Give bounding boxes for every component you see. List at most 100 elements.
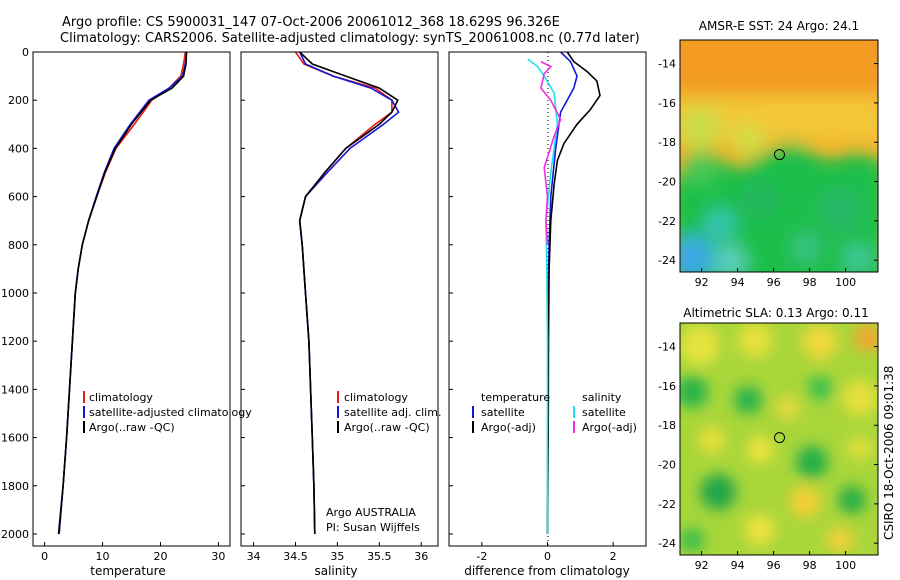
x-tick-label: 96	[767, 559, 781, 572]
series-line-satellite-adj-clim	[298, 51, 400, 535]
x-tick-label: 94	[731, 559, 745, 572]
salinity-ticks: 34 34.5 35 35.5 36	[241, 51, 428, 563]
series-line-temperature-argo-adj	[546, 51, 601, 535]
x-tick-label: 34	[247, 550, 261, 563]
difference-legend: temperature satellite Argo(-adj) salinit…	[472, 391, 637, 434]
y-tick-label: -16	[658, 380, 676, 393]
x-tick-label: 0	[41, 550, 48, 563]
salinity-panel: 34 34.5 35 35.5 36 salinity climatology sate…	[240, 51, 441, 578]
sla-map-title: Altimetric SLA: 0.13 Argo: 0.11	[683, 306, 868, 320]
x-tick-label: 2	[610, 550, 617, 563]
legend-label-sal-satellite: satellite	[582, 406, 626, 419]
temperature-legend: climatology satellite-adjusted climatolo…	[83, 391, 252, 434]
series-line-temperature-satellite	[546, 51, 578, 535]
salinity-axes-frame	[240, 51, 439, 547]
salinity-legend: climatology satellite adj. clim. Argo(..…	[337, 391, 441, 434]
x-tick-label: -2	[476, 550, 487, 563]
x-tick-label: 92	[695, 276, 709, 289]
y-tick-label: -18	[658, 419, 676, 432]
series-line-satellite-adjusted-climatology	[58, 51, 188, 535]
y-tick-label: -22	[658, 498, 676, 511]
y-tick-label: 600	[8, 191, 29, 204]
y-tick-label: -14	[658, 58, 676, 71]
x-tick-label: 36	[414, 550, 428, 563]
sst-map-frame	[679, 39, 879, 273]
y-tick-label: -24	[658, 537, 676, 550]
sst-map-panel: AMSR-E SST: 24 Argo: 24.1 92 94 96 98 100-	[658, 19, 879, 289]
y-tick-label: -20	[658, 176, 676, 189]
difference-xlabel: difference from climatology	[464, 564, 630, 578]
figure-title-line2: Climatology: CARS2006. Satellite-adjuste…	[60, 31, 640, 46]
x-tick-label: 10	[96, 550, 110, 563]
sla-map-ticks: 92 94 96 98 100 -14 -16 -18 -20 -22 -24	[658, 341, 878, 572]
y-tick-label: -18	[658, 136, 676, 149]
x-tick-label: 98	[803, 559, 817, 572]
temperature-series	[57, 51, 188, 535]
x-tick-label: 92	[695, 559, 709, 572]
y-tick-label: -20	[658, 459, 676, 472]
temperature-ticks: 0 10 20 30 0 200 400 600 800 1000 1200 1400 1600 1800…	[1, 46, 225, 563]
y-tick-label: -16	[658, 97, 676, 110]
salinity-series	[294, 51, 400, 535]
sst-map-title: AMSR-E SST: 24 Argo: 24.1	[699, 19, 859, 33]
difference-ticks: -2 0 2	[449, 51, 617, 563]
y-tick-label: 400	[8, 142, 29, 155]
credit-timestamp: CSIRO 18-Oct-2006 09:01:38	[882, 366, 896, 540]
x-tick-label: 100	[835, 276, 856, 289]
legend-label-argo: Argo(..raw -QC)	[89, 421, 175, 434]
figure-title-line1: Argo profile: CS 5900031_147 07-Oct-2006…	[62, 15, 560, 30]
legend-label-satellite-adj: satellite adj. clim.	[344, 406, 441, 419]
legend-heading-temperature: temperature	[481, 391, 550, 404]
sla-argo-location-marker	[774, 432, 785, 444]
x-tick-label: 0	[544, 550, 551, 563]
y-tick-label: -22	[658, 215, 676, 228]
difference-panel: -2 0 2 difference from climatology tempera…	[448, 51, 647, 578]
sst-argo-location-marker	[774, 149, 785, 161]
temperature-panel: 0 10 20 30 0 200 400 600 800 1000 1200 1400 1600 1800…	[1, 46, 252, 578]
legend-label-climatology: climatology	[89, 391, 153, 404]
x-tick-label: 30	[211, 550, 225, 563]
series-line-climatology	[294, 51, 393, 535]
sst-heatmap	[680, 40, 878, 272]
y-tick-label: 200	[8, 94, 29, 107]
y-tick-label: 0	[22, 46, 29, 59]
sla-heatmap	[680, 323, 878, 555]
sst-map-ticks: 92 94 96 98 100 -14 -16 -18 -20 -22 -24	[658, 58, 878, 289]
legend-label-argo: Argo(..raw -QC)	[344, 421, 430, 434]
temperature-axes-frame	[32, 51, 231, 547]
y-tick-label: 800	[8, 239, 29, 252]
series-line-salinity-argo-adj	[540, 60, 562, 245]
y-tick-label: -24	[658, 254, 676, 267]
legend-label-temp-argo: Argo(-adj)	[481, 421, 536, 434]
annotation-argo-australia: Argo AUSTRALIA	[326, 506, 416, 519]
series-line-salinity-satellite	[527, 58, 559, 534]
legend-label-satellite-adjusted: satellite-adjusted climatology	[89, 406, 252, 419]
x-tick-label: 98	[803, 276, 817, 289]
annotation-pi-name: PI: Susan Wijffels	[326, 521, 420, 534]
x-tick-label: 20	[153, 550, 167, 563]
salinity-xlabel: salinity	[314, 564, 357, 578]
sla-map-frame	[679, 322, 879, 556]
y-tick-label: 1200	[1, 335, 29, 348]
temperature-xlabel: temperature	[90, 564, 165, 578]
series-line-argo-raw-qc	[298, 51, 399, 535]
series-line-climatology	[58, 51, 187, 535]
x-tick-label: 96	[767, 276, 781, 289]
x-tick-label: 100	[835, 559, 856, 572]
y-tick-label: 1600	[1, 432, 29, 445]
series-line-argo-raw-qc	[57, 51, 188, 535]
y-tick-label: 1800	[1, 480, 29, 493]
legend-label-sal-argo: Argo(-adj)	[582, 421, 637, 434]
y-tick-label: 1400	[1, 383, 29, 396]
y-tick-label: 1000	[1, 287, 29, 300]
sla-map-panel: Altimetric SLA: 0.13 Argo: 0.11	[658, 306, 879, 572]
legend-label-temp-satellite: satellite	[481, 406, 525, 419]
y-tick-label: -14	[658, 341, 676, 354]
y-tick-label: 2000	[1, 528, 29, 541]
difference-series	[527, 51, 601, 535]
legend-label-climatology: climatology	[344, 391, 408, 404]
x-tick-label: 94	[731, 276, 745, 289]
x-tick-label: 35	[330, 550, 344, 563]
legend-heading-salinity: salinity	[582, 391, 622, 404]
